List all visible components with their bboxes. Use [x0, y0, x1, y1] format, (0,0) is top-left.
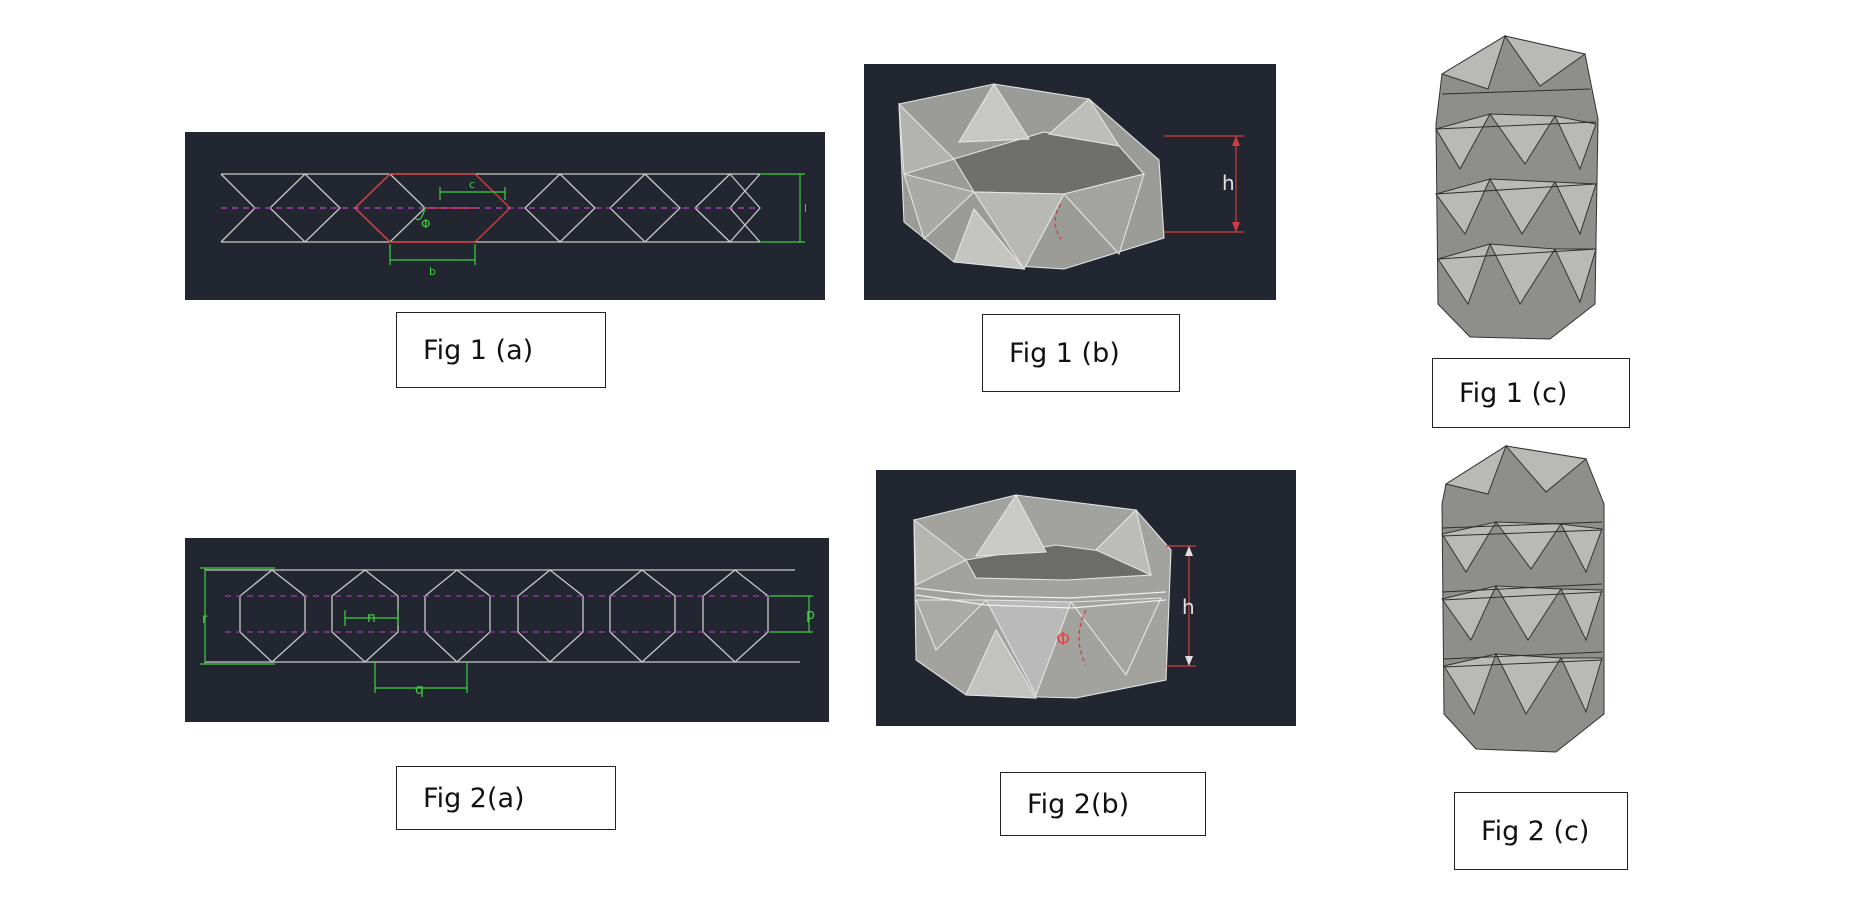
fig1b-caption: Fig 1 (b) — [982, 314, 1180, 392]
fig1a-crease-pattern-panel: c Φ b l — [185, 132, 825, 300]
fig1b-folded-ring: h — [898, 82, 1244, 271]
fig2a-label-p: p — [806, 607, 815, 623]
fig2c-caption: Fig 2 (c) — [1454, 792, 1628, 870]
fig2a-label-r: r — [202, 612, 208, 627]
fig1a-label-phi: Φ — [421, 217, 430, 231]
fig1b-folded-ring-panel: h — [864, 64, 1276, 300]
fig2b-label-phi: Φ — [1056, 629, 1070, 650]
fig1b-label-h: h — [1222, 171, 1235, 195]
fig2a-crease-pattern-panel: r n q p — [185, 538, 829, 722]
fig1a-label-c: c — [469, 178, 475, 191]
fig2a-crease-pattern: r n q p — [200, 567, 815, 698]
fig2b-label-h: h — [1182, 595, 1195, 619]
fig2a-label-q: q — [415, 682, 424, 698]
fig2b-folded-ring-panel: h Φ — [876, 470, 1296, 726]
fig1c-caption: Fig 1 (c) — [1432, 358, 1630, 428]
fig1a-crease-pattern: c Φ b l — [220, 173, 807, 278]
fig2a-label-n: n — [367, 610, 376, 626]
fig2b-folded-ring: h Φ — [913, 493, 1196, 699]
fig1a-label-b: b — [429, 265, 436, 278]
fig2c-stacked-tube — [1436, 444, 1616, 756]
fig2b-caption: Fig 2(b) — [1000, 772, 1206, 836]
fig1a-caption: Fig 1 (a) — [396, 312, 606, 388]
fig2a-caption: Fig 2(a) — [396, 766, 616, 830]
fig1c-stacked-tube — [1430, 34, 1610, 346]
fig1a-label-l: l — [804, 202, 807, 215]
